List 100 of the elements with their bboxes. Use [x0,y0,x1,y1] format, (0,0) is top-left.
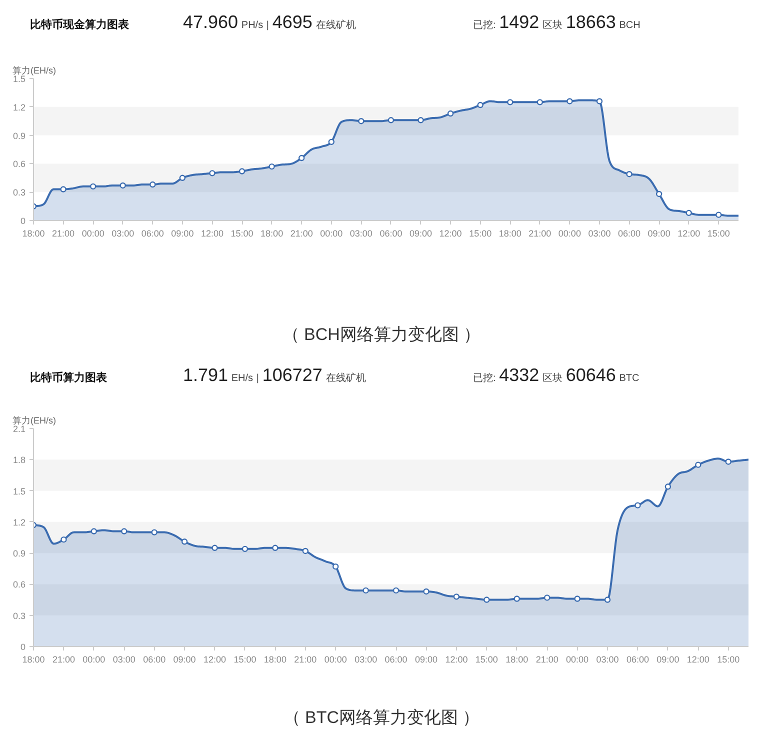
point [90,528,98,534]
x-tick-label: 12:00 [204,654,226,664]
point [121,528,128,534]
x-tick-label: 03:00 [354,654,378,664]
y-tick-label: 0 [20,216,26,226]
point [664,484,672,490]
x-tick-label: 12:00 [445,654,468,664]
x-tick-label: 00:00 [82,654,106,664]
x-tick-label: 21:00 [52,228,75,238]
y-tick-label: 1.5 [12,486,26,496]
point [536,99,544,106]
y-tick-label: 0.9 [12,130,26,141]
x-tick-label: 18:00 [260,228,284,238]
point [604,596,611,603]
x-tick-label: 00:00 [566,654,589,664]
point [212,544,218,551]
point [418,117,424,124]
text: 已挖: 1492 区块 18663 BCH [473,12,640,32]
point [268,163,275,170]
x-tick-label: 12:00 [200,228,224,238]
x-tick-label: 06:00 [618,228,641,238]
point [725,458,732,465]
x-tick-label: 21:00 [536,654,558,664]
point [626,171,632,178]
x-tick-label: 15:00 [707,228,730,238]
text: （ BTC网络算力变化图 ） [282,707,481,729]
point [634,502,641,508]
x-tick-label: 18:00 [498,228,522,238]
point [447,110,454,117]
x-tick-label: 18:00 [264,654,286,664]
x-tick-label: 15:00 [717,654,740,664]
point [179,174,186,181]
point [507,99,514,106]
x-tick-label: 21:00 [528,228,552,238]
y-tick-label: 0.3 [12,610,26,621]
y-tick-label: 0.6 [12,580,26,590]
point [388,117,394,124]
point [596,98,603,104]
x-tick-label: 15:00 [234,654,256,664]
x-tick-label: 09:00 [648,228,670,238]
y-tick-label: 0.9 [12,548,26,559]
point [150,181,156,188]
x-tick-label: 06:00 [143,654,166,664]
y-tick-label: 0.3 [12,188,26,198]
point [90,183,96,190]
x-tick-label: 03:00 [350,228,372,238]
point [181,538,188,545]
x-tick-label: 00:00 [324,654,347,664]
point [484,596,490,603]
text: 已挖: 4332 区块 60646 BTC [473,365,640,385]
y-tick-label: 0 [20,642,26,652]
point [60,186,66,192]
point [151,529,158,536]
x-tick-label: 15:00 [475,654,498,664]
point [332,563,339,570]
point [695,462,702,468]
point [392,587,400,594]
x-tick-label: 21:00 [294,654,317,664]
x-tick-label: 09:00 [171,228,194,238]
x-tick-label: 12:00 [678,228,700,238]
text: 1.791 EH/s | 106727 在线矿机 [183,365,366,385]
x-tick-label: 00:00 [558,228,581,238]
x-tick-label: 12:00 [439,228,462,238]
y-tick-label: 1.2 [12,517,26,528]
x-tick-label: 03:00 [596,654,619,664]
x-tick-label: 03:00 [588,228,611,238]
x-tick-label: 03:00 [112,654,136,664]
y-tick-label: 2.1 [12,424,26,434]
chart-title: 比特币现金算力图表 [29,18,130,33]
y-tick-label: 1.5 [12,74,26,84]
x-tick-label: 15:00 [230,228,254,238]
point [209,170,216,176]
x-tick-label: 09:00 [656,654,680,664]
point [298,154,305,162]
x-tick-label: 06:00 [380,228,402,238]
point [716,212,722,218]
y-axis-title: 算力(EH/s) [12,66,56,76]
x-tick-label: 09:00 [409,228,432,238]
x-tick-label: 15:00 [469,228,492,238]
x-tick-label: 00:00 [82,228,104,238]
point [120,182,126,189]
point [566,98,573,104]
y-tick-label: 0.6 [12,159,26,170]
point [686,210,692,216]
x-tick-label: 00:00 [320,228,343,238]
point [302,548,308,554]
point [544,594,550,601]
y-axis-title: 算力(EH/s) [12,416,56,426]
x-tick-label: 09:00 [414,654,438,664]
x-tick-label: 06:00 [141,228,164,238]
x-tick-label: 06:00 [384,654,408,664]
x-tick-label: 03:00 [112,228,134,238]
x-tick-label: 12:00 [686,654,710,664]
chart-title: 比特币算力图表 [29,370,108,386]
point [328,138,334,146]
text: （ BCH网络算力变化图 ） [281,324,482,346]
x-tick-label: 18:00 [506,654,528,664]
point [358,118,364,124]
point [238,168,246,174]
point [60,536,67,543]
